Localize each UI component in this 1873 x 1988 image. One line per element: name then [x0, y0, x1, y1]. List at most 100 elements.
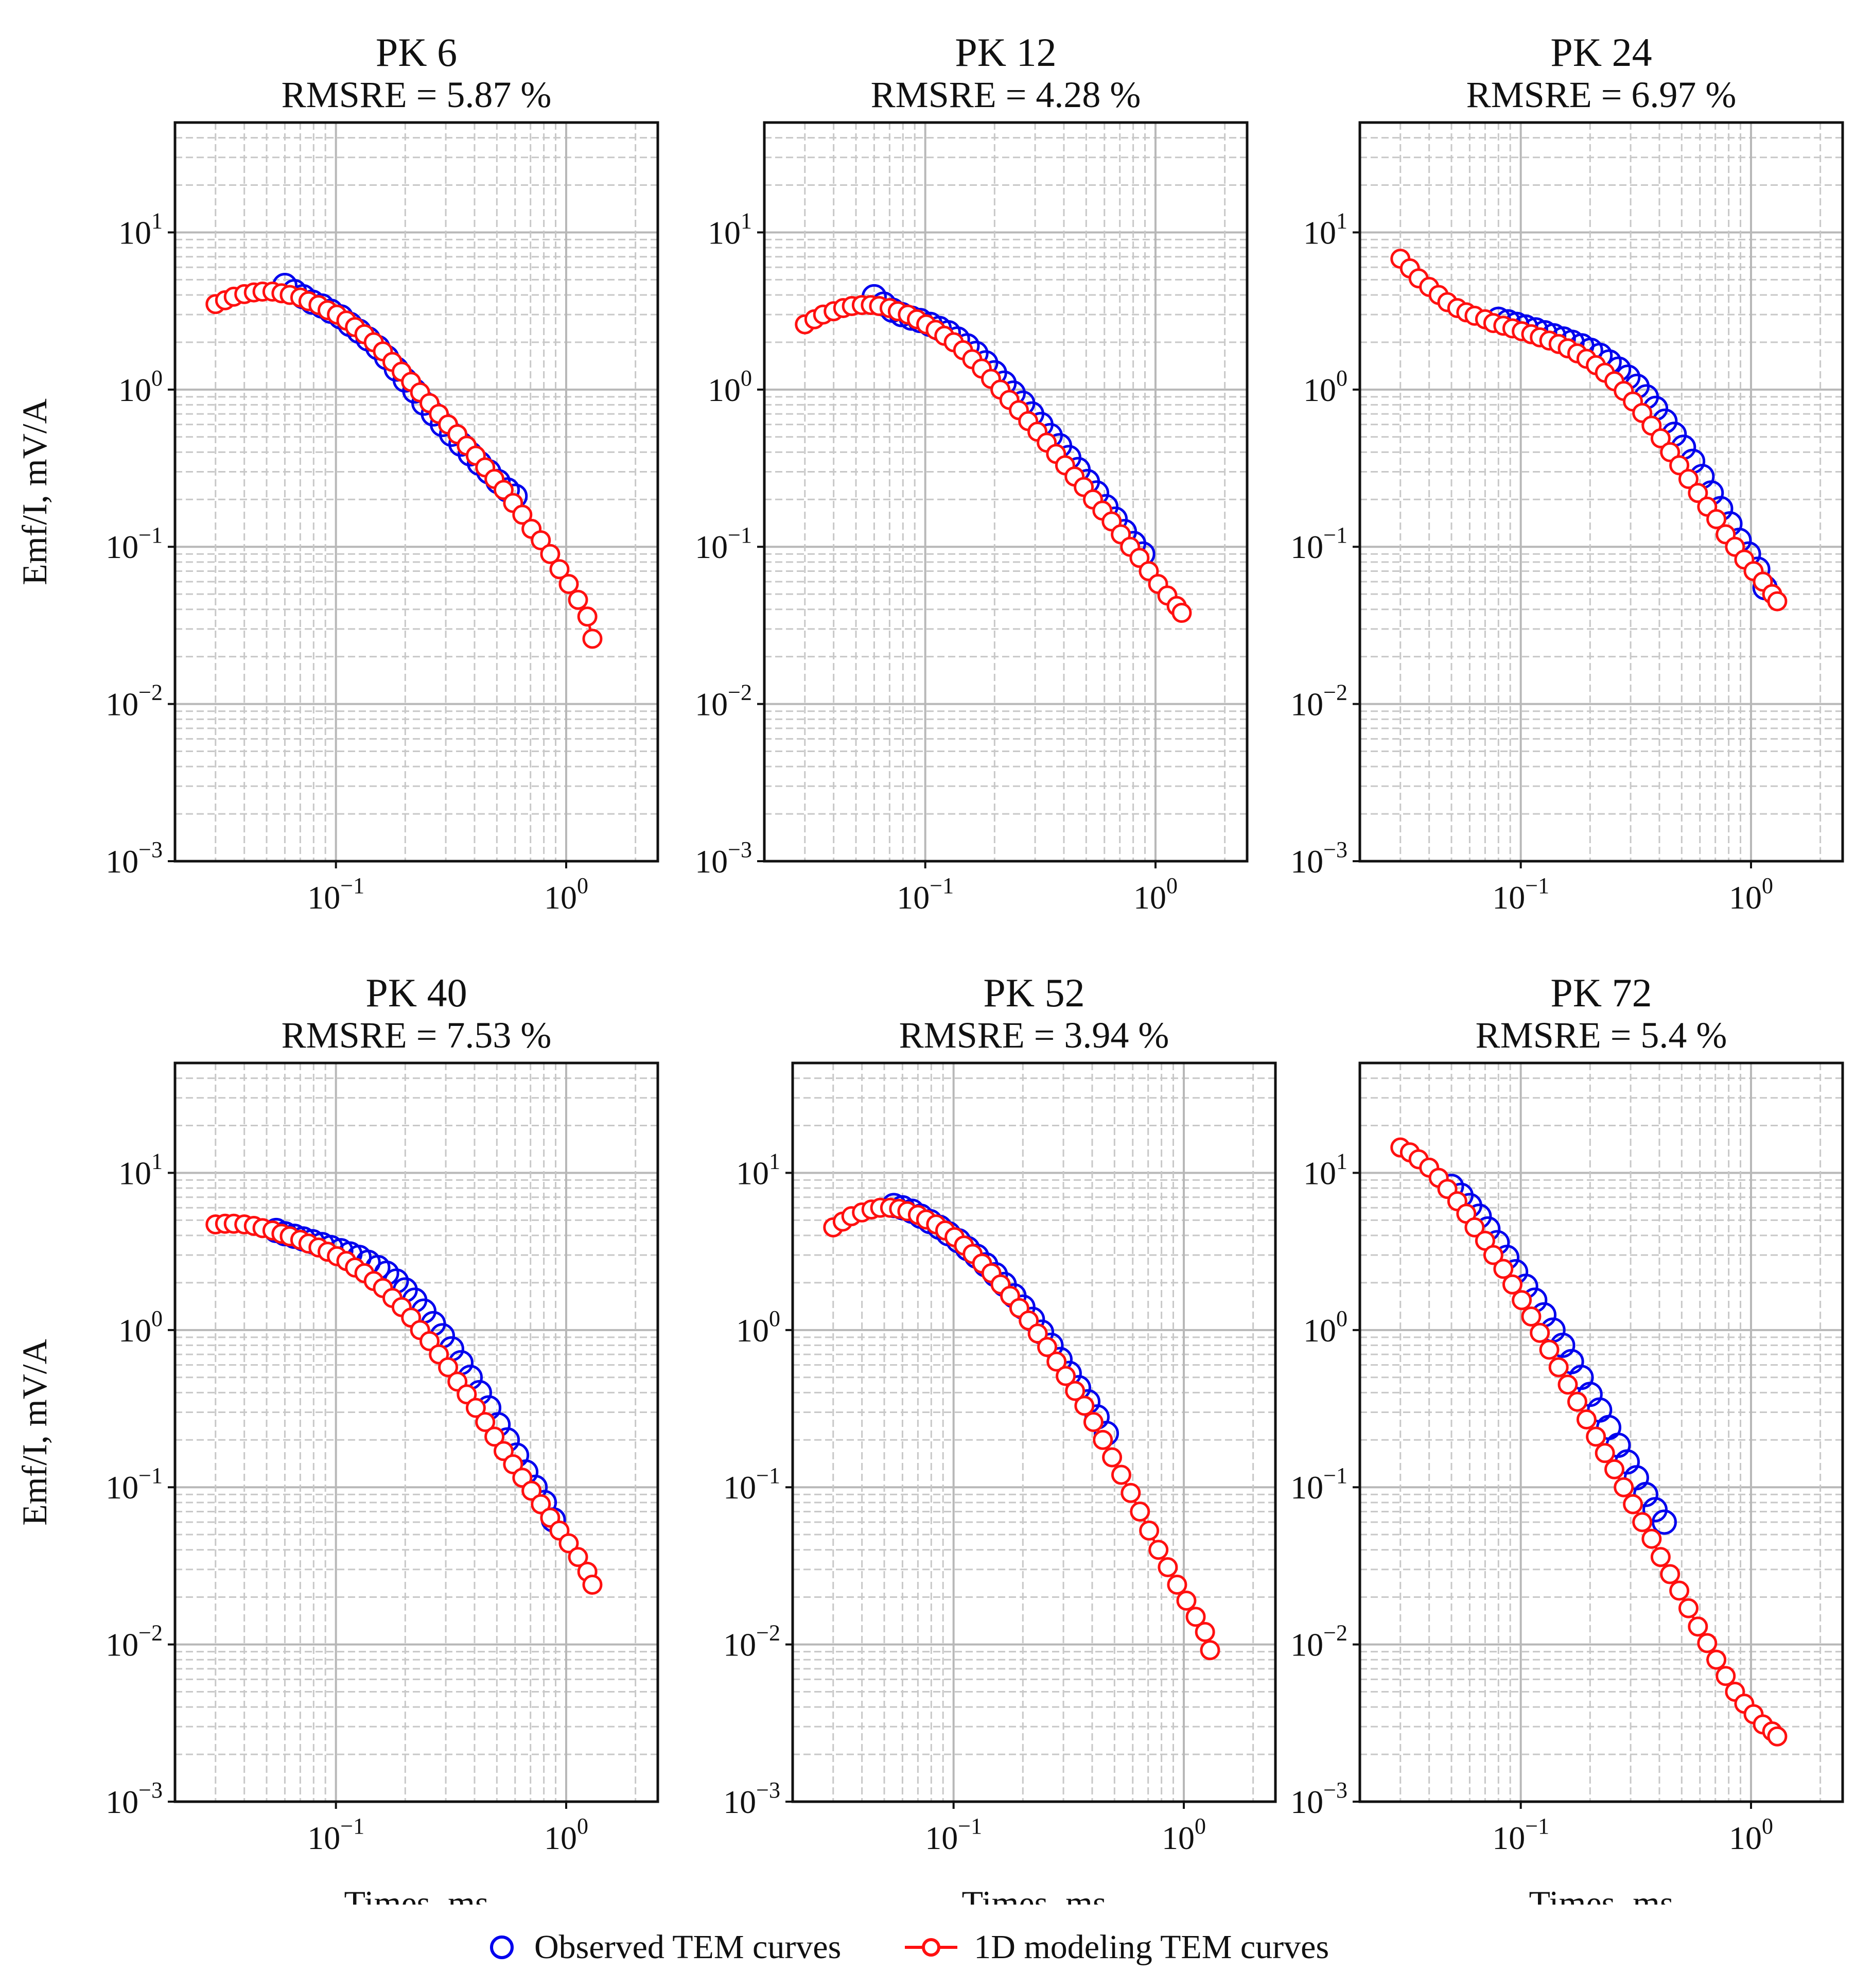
x-tick-label: 10−1 [307, 873, 364, 916]
grid [175, 123, 658, 861]
model-point [1171, 603, 1192, 623]
x-tick-label: 100 [544, 1813, 588, 1856]
model-point [1530, 1322, 1550, 1343]
model-point [1083, 1412, 1104, 1433]
model-point [512, 504, 533, 525]
model-point [438, 1357, 459, 1377]
y-tick-label: 10−1 [1290, 522, 1347, 565]
model-point [1102, 1447, 1123, 1468]
y-tick-label: 10−1 [695, 522, 752, 565]
model-point [1697, 1633, 1718, 1653]
model-point [419, 1331, 440, 1351]
model-point [1767, 1726, 1788, 1747]
chart-subtitle: RMSRE = 3.94 % [899, 1015, 1169, 1056]
model-point [1641, 1528, 1662, 1549]
model-point [1604, 1459, 1625, 1479]
model-curve-line [804, 304, 1183, 614]
model-point [1200, 1640, 1220, 1661]
model-point [1148, 1540, 1169, 1560]
model-point [531, 1494, 551, 1514]
x-tick-label: 100 [1162, 1813, 1206, 1856]
x-tick-label: 100 [1729, 1813, 1773, 1856]
model-point [1464, 1217, 1485, 1237]
data-series [205, 272, 603, 649]
y-tick-label: 10−2 [1290, 1620, 1347, 1663]
model-point [1037, 1337, 1058, 1357]
model-point [457, 1384, 477, 1405]
y-tick-label: 101 [118, 1148, 163, 1191]
y-tick-label: 10−3 [695, 837, 752, 880]
model-curve-line [832, 1206, 1212, 1651]
grid [764, 123, 1247, 861]
model-point [1121, 1483, 1141, 1503]
x-tick-label: 10−1 [925, 1813, 982, 1856]
model-point [1074, 1396, 1095, 1416]
model-point [1521, 1306, 1542, 1327]
y-tick-label: 10−1 [723, 1463, 780, 1506]
model-point [493, 480, 514, 500]
plot-frame [1358, 1061, 1844, 1803]
plot-frame [791, 1061, 1277, 1803]
model-point [493, 1441, 514, 1461]
model-point [1176, 1590, 1197, 1611]
model-point [475, 1412, 496, 1433]
model-point [1567, 1391, 1587, 1412]
model-curve-line [215, 290, 594, 639]
model-point [1623, 1494, 1643, 1514]
y-tick-label: 101 [708, 208, 752, 251]
y-tick-label: 100 [118, 365, 163, 408]
x-axis-label: Times, ms [1529, 1884, 1674, 1905]
chart-title: PK 72 [1550, 970, 1652, 1015]
model-point [558, 573, 579, 594]
model-point [1650, 1547, 1671, 1567]
y-tick-label: 10−2 [723, 1620, 780, 1663]
model-point [1046, 1351, 1067, 1372]
x-axis-label: Times, ms [344, 1884, 489, 1905]
model-point [503, 1454, 523, 1475]
chart-title: PK 52 [983, 970, 1084, 1015]
model-point [1767, 591, 1788, 612]
legend: Observed TEM curves 1D modeling TEM curv… [484, 1924, 1391, 1970]
model-point [1688, 483, 1708, 503]
legend-observed: Observed TEM curves [484, 1928, 841, 1967]
y-tick-label: 100 [736, 1306, 780, 1349]
model-point [1660, 1564, 1681, 1584]
model-point [1139, 1520, 1160, 1541]
x-axis-label: Times, ms [962, 1884, 1107, 1905]
model-point [521, 1480, 542, 1501]
chart-title: PK 6 [376, 30, 457, 75]
model-point [549, 559, 570, 580]
data-series [795, 284, 1192, 623]
chart-subtitle: RMSRE = 5.87 % [282, 74, 552, 115]
model-point [582, 1575, 603, 1595]
y-tick-label: 10−2 [106, 1620, 163, 1663]
y-tick-label: 10−2 [106, 680, 163, 723]
y-axis-label: Emf/I, mV/A [15, 398, 54, 585]
y-tick-label: 10−2 [695, 680, 752, 723]
model-point [1688, 1616, 1708, 1637]
y-tick-label: 101 [1303, 1148, 1347, 1191]
grid [1360, 123, 1843, 861]
model-point [1614, 1477, 1634, 1497]
y-tick-label: 10−3 [723, 1777, 780, 1820]
y-tick-label: 100 [708, 365, 752, 408]
y-tick-label: 10−3 [106, 1777, 163, 1820]
model-point [1650, 428, 1671, 448]
model-point [1632, 1512, 1653, 1532]
chart-title: PK 40 [365, 970, 467, 1015]
model-point [1595, 1443, 1615, 1463]
model-point [1195, 1621, 1215, 1642]
model-point [1548, 1357, 1569, 1377]
data-series [823, 1193, 1220, 1661]
observed-point [1642, 1497, 1668, 1523]
y-axis-label: Emf/I, mV/A [15, 1339, 54, 1526]
model-point [1586, 1426, 1606, 1447]
chart-title: PK 24 [1550, 30, 1652, 75]
y-tick-label: 100 [1303, 365, 1347, 408]
y-tick-label: 10−1 [106, 522, 163, 565]
